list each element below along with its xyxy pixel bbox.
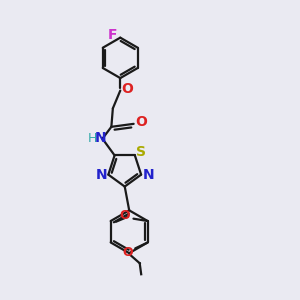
- Text: O: O: [122, 246, 133, 259]
- Text: O: O: [120, 209, 130, 222]
- Text: H: H: [87, 132, 97, 145]
- Text: N: N: [142, 168, 154, 182]
- Text: O: O: [135, 115, 147, 129]
- Text: N: N: [94, 131, 106, 145]
- Text: F: F: [108, 28, 118, 42]
- Text: O: O: [121, 82, 133, 96]
- Text: S: S: [136, 146, 146, 159]
- Text: N: N: [95, 168, 107, 182]
